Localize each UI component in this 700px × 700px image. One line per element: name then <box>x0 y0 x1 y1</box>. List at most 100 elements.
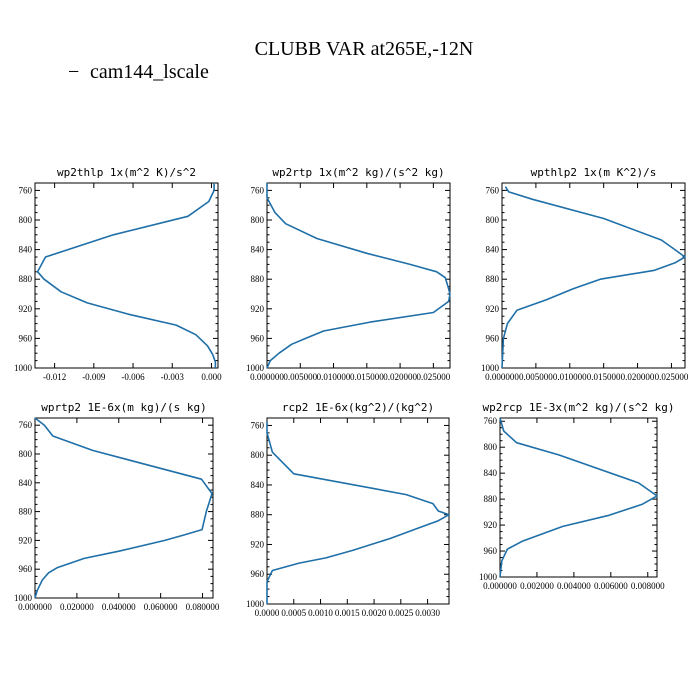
y-tick-label: 840 <box>251 245 265 255</box>
plot-frame <box>266 182 451 369</box>
y-tick-label: 840 <box>19 478 33 488</box>
y-tick-label: 920 <box>486 304 500 314</box>
y-tick-label: 880 <box>251 510 265 520</box>
x-tick-label: 0.015000 <box>587 372 621 382</box>
x-tick-label: -0.012 <box>43 372 66 382</box>
y-tick-label: 1000 <box>14 593 33 603</box>
y-tick-label: 920 <box>19 304 33 314</box>
y-tick-label: 760 <box>19 185 33 195</box>
x-tick-label: 0.0020 <box>362 608 387 618</box>
x-tick-label: 0.000000 <box>250 372 284 382</box>
x-tick-label: 0.080000 <box>186 602 220 612</box>
series-line-cam144_lscale <box>266 421 450 604</box>
y-tick-label: 840 <box>19 245 33 255</box>
panel-title: rcp2 1E-6x(kg^2)/(kg^2) <box>282 401 434 414</box>
panel-2: wp2rtp 1x(m^2 kg)/(s^2 kg) 760 800 840 880 92… <box>246 166 451 382</box>
y-tick-label: 800 <box>484 442 498 452</box>
x-tick-label: 0.004000 <box>557 581 591 591</box>
y-tick-label: 920 <box>251 539 265 549</box>
chart-panels: wp2thlp 1x(m^2 K)/s^2 760 800 840 880 920 960 1… <box>14 166 689 618</box>
plot-frame <box>34 182 219 369</box>
y-tick-label: 760 <box>251 420 265 430</box>
series-line-cam144_lscale <box>266 183 451 369</box>
x-tick-label: 0.020000 <box>383 372 417 382</box>
y-tick-label: 960 <box>251 569 265 579</box>
y-tick-label: 800 <box>486 215 500 225</box>
y-tick-label: 760 <box>251 185 265 195</box>
y-tick-label: 960 <box>19 564 33 574</box>
y-tick-label: 880 <box>484 494 498 504</box>
x-tick-label: 0.000000 <box>18 602 52 612</box>
y-tick-label: 840 <box>251 480 265 490</box>
y-tick-label: 1000 <box>246 599 265 609</box>
y-tick-label: 840 <box>484 468 498 478</box>
x-tick-label: 0.000000 <box>483 581 517 591</box>
y-tick-label: 840 <box>486 245 500 255</box>
x-tick-label: -0.003 <box>161 372 185 382</box>
plot-frame <box>501 182 686 369</box>
y-tick-label: 800 <box>19 449 33 459</box>
y-tick-label: 880 <box>251 274 265 284</box>
series-line-cam144_lscale <box>36 183 217 368</box>
x-tick-label: 0.025000 <box>416 372 450 382</box>
x-tick-label: 0.000 <box>201 372 222 382</box>
x-tick-label: 0.060000 <box>144 602 178 612</box>
y-tick-label: 880 <box>19 507 33 517</box>
x-tick-label: -0.006 <box>121 372 145 382</box>
series-line-cam144_lscale <box>501 186 686 369</box>
x-tick-label: 0.008000 <box>631 581 665 591</box>
x-tick-label: 0.000000 <box>485 372 519 382</box>
x-tick-label: 0.0000 <box>255 608 280 618</box>
panel-3: wpthlp2 1x(m K^2)/s 760 800 840 880 920 960 100… <box>481 166 689 382</box>
y-tick-label: 1000 <box>481 363 500 373</box>
legend: − cam144_lscale <box>68 61 209 83</box>
x-tick-label: -0.009 <box>82 372 106 382</box>
x-tick-label: 0.005000 <box>519 372 553 382</box>
y-tick-label: 920 <box>484 520 498 530</box>
y-tick-label: 800 <box>251 215 265 225</box>
x-tick-label: 0.025000 <box>655 372 689 382</box>
y-tick-label: 960 <box>19 333 33 343</box>
y-tick-label: 960 <box>486 333 500 343</box>
x-tick-label: 0.0030 <box>415 608 440 618</box>
legend-series-name: cam144_lscale <box>90 61 209 83</box>
panel-title: wpthlp2 1x(m K^2)/s <box>531 166 657 179</box>
y-tick-label: 1000 <box>14 363 33 373</box>
panel-1: wp2thlp 1x(m^2 K)/s^2 760 800 840 880 920 960 1… <box>14 166 222 382</box>
x-tick-label: 0.005000 <box>283 372 317 382</box>
x-tick-label: 0.010000 <box>553 372 587 382</box>
y-tick-label: 920 <box>19 535 33 545</box>
x-tick-label: 0.006000 <box>594 581 628 591</box>
x-tick-label: 0.0010 <box>308 608 333 618</box>
y-tick-label: 760 <box>484 416 498 426</box>
panel-title: wp2thlp 1x(m^2 K)/s^2 <box>57 166 196 179</box>
panel-6: wp2rcp 1E-3x(m^2 kg)/(s^2 kg) 760 800 840 88… <box>479 401 675 591</box>
plot-frame <box>499 417 658 578</box>
y-tick-label: 760 <box>486 185 500 195</box>
panel-4: wprtp2 1E-6x(m kg)/(s kg) 760 800 840 880 920… <box>14 401 220 612</box>
panel-title: wp2rcp 1E-3x(m^2 kg)/(s^2 kg) <box>482 401 674 414</box>
plot-frame <box>34 417 214 599</box>
x-tick-label: 0.010000 <box>317 372 351 382</box>
panel-5: rcp2 1E-6x(kg^2)/(kg^2) 760 800 840 880 920 96… <box>246 401 450 618</box>
x-tick-label: 0.015000 <box>350 372 384 382</box>
y-tick-label: 960 <box>484 546 498 556</box>
panel-title: wp2rtp 1x(m^2 kg)/(s^2 kg) <box>272 166 444 179</box>
x-tick-label: 0.0005 <box>281 608 306 618</box>
x-tick-label: 0.0015 <box>335 608 360 618</box>
x-tick-label: 0.040000 <box>102 602 136 612</box>
y-tick-label: 800 <box>251 450 265 460</box>
y-tick-label: 800 <box>19 215 33 225</box>
y-tick-label: 880 <box>19 274 33 284</box>
y-tick-label: 920 <box>251 304 265 314</box>
x-tick-label: 0.0025 <box>388 608 413 618</box>
series-line-cam144_lscale <box>34 417 213 599</box>
y-tick-label: 1000 <box>479 572 498 582</box>
y-tick-label: 760 <box>19 420 33 430</box>
legend-marker: − <box>68 61 79 83</box>
panel-title: wprtp2 1E-6x(m kg)/(s kg) <box>41 401 207 414</box>
x-tick-label: 0.020000 <box>60 602 94 612</box>
plot-frame <box>266 417 450 605</box>
x-tick-label: 0.020000 <box>621 372 655 382</box>
